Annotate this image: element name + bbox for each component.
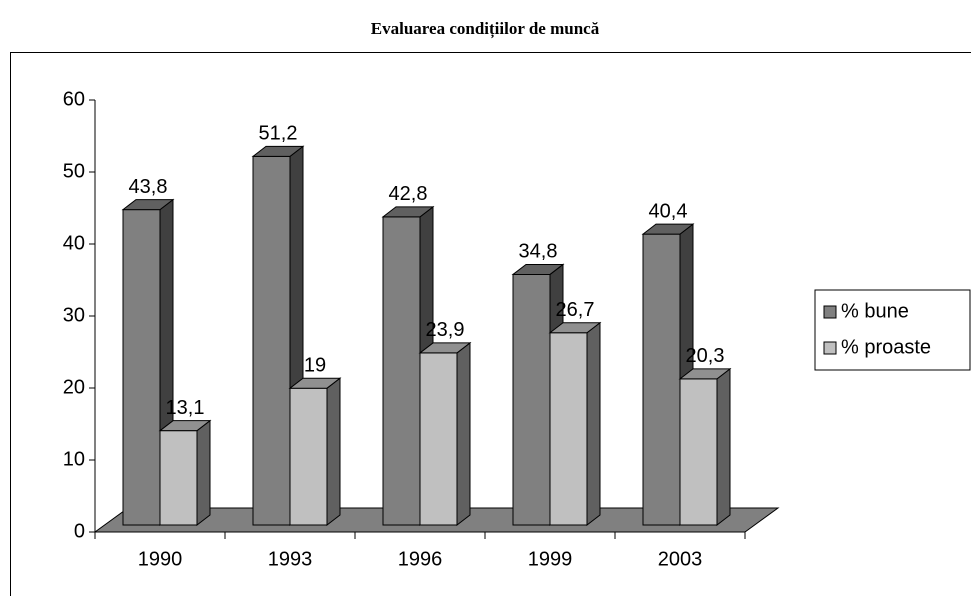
value-label: 43,8 — [129, 176, 168, 198]
y-tick-label: 10 — [63, 448, 85, 470]
bar — [678, 367, 732, 527]
value-label: 19 — [304, 354, 326, 376]
x-tick-label: 2003 — [658, 548, 703, 570]
x-tick-label: 1993 — [268, 548, 313, 570]
bar — [158, 419, 212, 527]
bar-top — [548, 322, 602, 334]
bar-side — [196, 419, 211, 527]
y-tick-label: 0 — [74, 520, 85, 542]
value-label: 13,1 — [166, 397, 205, 419]
value-label: 20,3 — [686, 345, 725, 367]
bar-side — [326, 377, 341, 527]
bar-front — [549, 332, 588, 526]
legend-box — [814, 289, 971, 371]
bar-front — [122, 209, 161, 526]
bar — [418, 341, 472, 527]
y-tick-label: 50 — [63, 160, 85, 182]
bar-top — [158, 420, 212, 432]
bar — [288, 377, 342, 527]
bar-top — [418, 342, 472, 354]
legend-label: % proaste — [841, 336, 931, 358]
legend-label: % bune — [841, 300, 909, 322]
bar-top — [288, 377, 342, 389]
bar-top — [641, 223, 695, 235]
x-tick-label: 1999 — [528, 548, 573, 570]
bar-front — [252, 155, 291, 526]
y-tick-label: 30 — [63, 304, 85, 326]
bar-side — [716, 367, 731, 527]
bar-front — [382, 216, 421, 526]
bar-front — [512, 273, 551, 526]
bar-side — [456, 341, 471, 527]
legend-swatch — [823, 305, 837, 319]
value-label: 51,2 — [259, 123, 298, 145]
value-label: 26,7 — [556, 299, 595, 321]
bar-front — [289, 387, 328, 526]
y-tick-label: 60 — [63, 88, 85, 110]
value-label: 34,8 — [519, 241, 558, 263]
y-tick-label: 20 — [63, 376, 85, 398]
value-label: 40,4 — [649, 200, 688, 222]
bar-front — [419, 352, 458, 526]
bar-top — [511, 263, 565, 275]
y-tick-label: 40 — [63, 232, 85, 254]
bar-front — [159, 430, 198, 526]
bar-top — [251, 145, 305, 157]
value-label: 23,9 — [426, 319, 465, 341]
x-tick-label: 1996 — [398, 548, 443, 570]
legend-swatch — [823, 341, 837, 355]
bar-front — [642, 233, 681, 526]
x-tick-label: 1990 — [138, 548, 183, 570]
chart-title: Evaluarea condițiilor de muncă — [371, 19, 600, 39]
bar-front — [679, 378, 718, 526]
bar — [548, 321, 602, 527]
bar-top — [381, 206, 435, 218]
bar-top — [678, 368, 732, 380]
chart-frame — [10, 52, 971, 596]
value-label: 42,8 — [389, 183, 428, 205]
bar-side — [586, 321, 601, 527]
bar-top — [121, 199, 175, 211]
